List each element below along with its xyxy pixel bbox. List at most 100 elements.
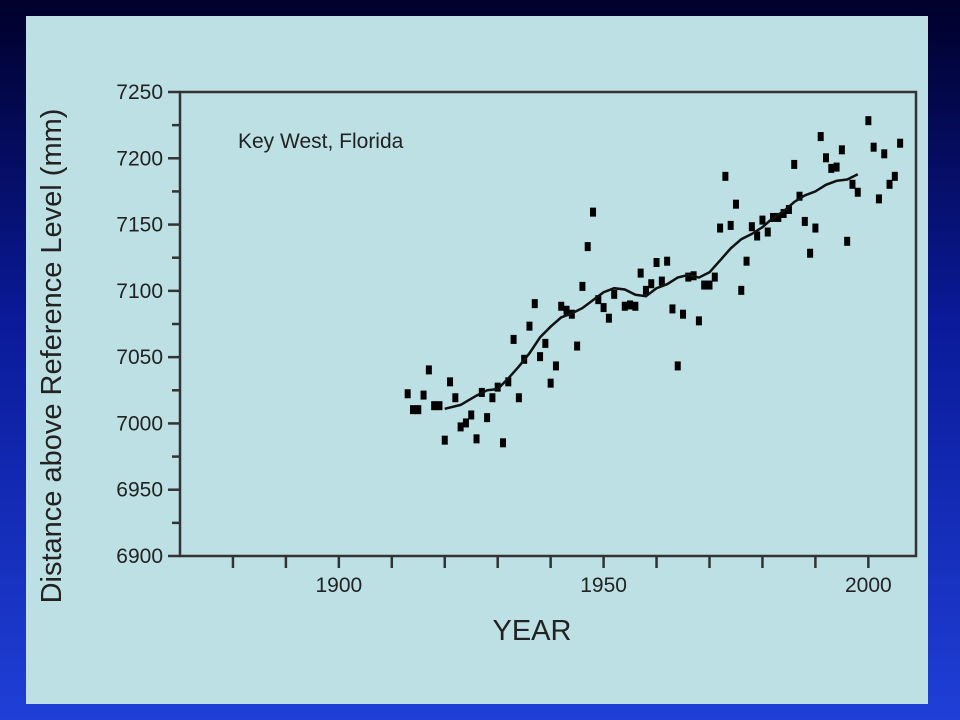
data-point	[743, 256, 750, 266]
data-point	[489, 393, 496, 403]
data-point	[844, 236, 851, 246]
data-points	[404, 116, 904, 448]
data-point	[499, 438, 506, 448]
data-point	[605, 313, 612, 323]
data-point	[574, 341, 581, 351]
data-point	[473, 434, 480, 444]
data-point	[590, 207, 597, 217]
data-point	[838, 145, 845, 155]
data-point	[632, 301, 639, 311]
data-point	[897, 138, 904, 148]
data-point	[717, 223, 724, 233]
x-axis-ticks	[231, 556, 870, 568]
data-point	[722, 171, 729, 181]
y-axis-tick-labels: 6900 6950 7000 7050 7100 7150 7200 7250	[116, 81, 163, 568]
y-tick-label: 7100	[116, 280, 163, 303]
data-point	[780, 208, 787, 218]
data-point	[563, 305, 570, 315]
data-point	[775, 212, 782, 222]
x-axis-title: YEAR	[493, 615, 572, 647]
chart-panel: 6900 6950 7000 7050 7100 7150 7200 7250 1900 195…	[26, 16, 928, 704]
data-point	[547, 378, 554, 388]
data-point	[870, 142, 877, 152]
plot-frame	[178, 90, 918, 558]
data-point	[584, 242, 591, 252]
data-point	[595, 295, 602, 305]
data-point	[785, 204, 792, 214]
data-point	[764, 227, 771, 237]
y-tick-label: 7050	[116, 346, 163, 369]
data-point	[457, 422, 464, 432]
data-point	[796, 191, 803, 201]
data-point	[658, 276, 665, 286]
data-point	[542, 338, 549, 348]
data-point	[552, 361, 559, 371]
data-point	[637, 268, 644, 278]
data-point	[812, 223, 819, 233]
data-point	[875, 194, 882, 204]
data-point	[648, 279, 655, 289]
data-point	[441, 435, 448, 445]
data-point	[738, 285, 745, 295]
data-point	[431, 401, 438, 411]
data-point	[484, 413, 491, 423]
data-point	[732, 199, 739, 209]
data-point	[611, 289, 618, 299]
data-point	[711, 272, 718, 282]
y-tick-label: 7250	[116, 81, 163, 104]
data-point	[642, 285, 649, 295]
data-point	[891, 171, 898, 181]
data-point	[822, 153, 829, 163]
x-axis-tick-labels: 1900 1950 2000	[315, 574, 891, 597]
data-point	[807, 248, 814, 258]
data-point	[754, 231, 761, 241]
y-tick-label: 7200	[116, 147, 163, 170]
data-point	[462, 418, 469, 428]
data-point	[674, 361, 681, 371]
data-point	[404, 389, 411, 399]
data-point	[886, 179, 893, 189]
y-tick-label: 6900	[116, 545, 163, 568]
x-tick-label: 1950	[580, 574, 627, 597]
tide-gauge-chart: 6900 6950 7000 7050 7100 7150 7200 7250 1900 195…	[36, 81, 918, 647]
x-tick-label: 2000	[845, 574, 892, 597]
data-point	[828, 163, 835, 173]
data-point	[685, 272, 692, 282]
y-tick-label: 7000	[116, 412, 163, 435]
data-point	[701, 280, 708, 290]
data-point	[817, 132, 824, 142]
data-point	[447, 377, 454, 387]
data-point	[409, 405, 416, 415]
data-point	[865, 116, 872, 126]
data-point	[505, 377, 512, 387]
data-point	[881, 149, 888, 159]
data-point	[468, 410, 475, 420]
y-tick-label: 7150	[116, 214, 163, 237]
data-point	[415, 405, 422, 415]
data-point	[833, 162, 840, 172]
data-point	[531, 299, 538, 309]
data-point	[706, 280, 713, 290]
location-annotation: Key West, Florida	[238, 130, 404, 153]
data-point	[420, 390, 427, 400]
data-point	[791, 159, 798, 169]
data-point	[558, 301, 565, 311]
data-point	[849, 179, 856, 189]
data-point	[537, 352, 544, 362]
data-point	[526, 321, 533, 331]
trend-line	[444, 173, 859, 411]
y-axis-title: Distance above Reference Level (mm)	[36, 109, 68, 604]
data-point	[494, 382, 501, 392]
data-point	[627, 300, 634, 310]
data-point	[664, 256, 671, 266]
data-point	[748, 222, 755, 232]
data-point	[621, 301, 628, 311]
data-point	[680, 309, 687, 319]
data-point	[579, 281, 586, 291]
data-point	[695, 316, 702, 326]
data-point	[452, 393, 459, 403]
data-point	[759, 215, 766, 225]
data-point	[425, 365, 432, 375]
data-point	[727, 220, 734, 230]
data-point	[436, 401, 443, 411]
